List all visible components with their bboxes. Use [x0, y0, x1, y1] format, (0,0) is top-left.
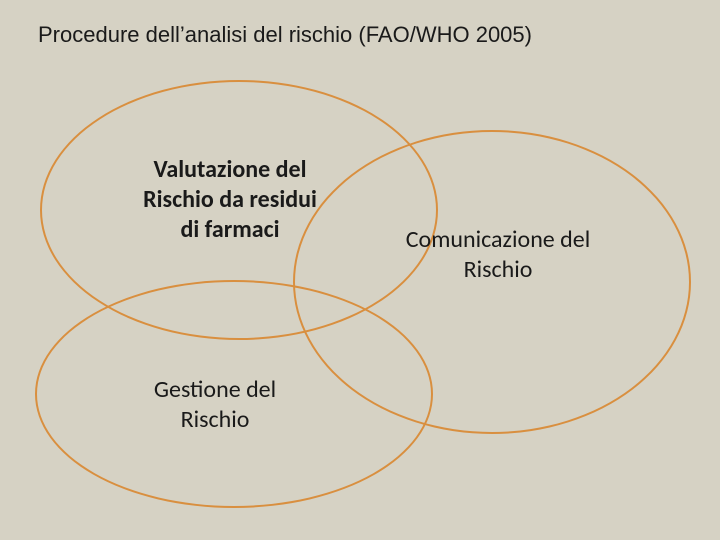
page-title: Procedure dell’analisi del rischio (FAO/…	[38, 22, 532, 48]
label-comunicazione: Comunicazione delRischio	[378, 225, 618, 285]
label-gestione: Gestione delRischio	[115, 375, 315, 435]
